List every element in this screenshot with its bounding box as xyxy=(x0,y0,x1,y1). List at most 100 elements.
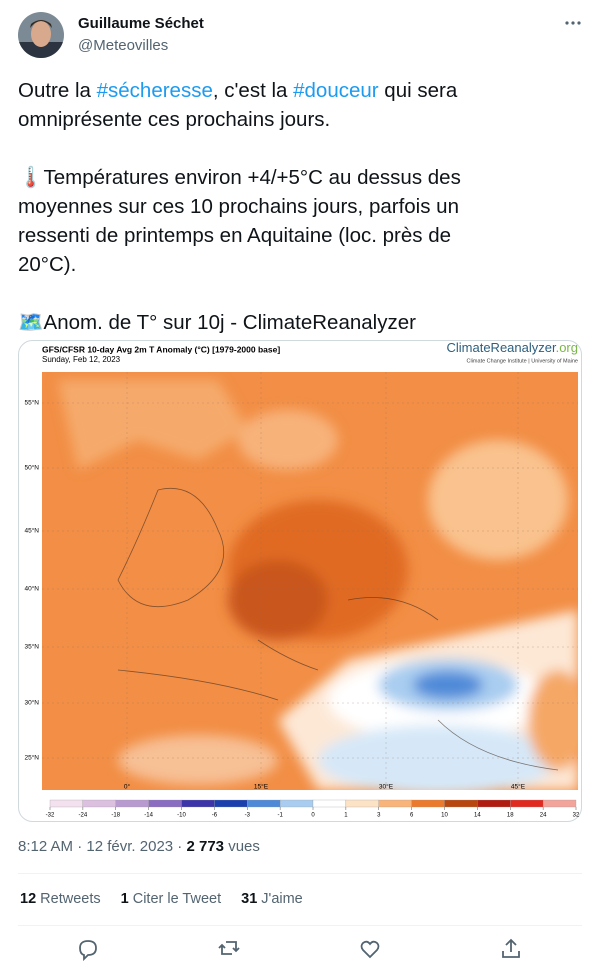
colorbar-label: -14 xyxy=(144,813,153,819)
stat-label: J'aime xyxy=(261,891,303,907)
paragraph: Outre la #sécheresse, c'est la #douceur … xyxy=(18,76,588,134)
action-bar xyxy=(79,938,520,962)
map-institution: Climate Change Institute | University of… xyxy=(467,358,578,364)
lat-label: 40°N xyxy=(24,585,39,593)
avatar[interactable] xyxy=(18,12,64,58)
text-line: 🌡️Températures environ +4/+5°C au dessus… xyxy=(18,163,588,192)
brand-suffix: .org xyxy=(556,340,578,355)
text-line: Outre la #sécheresse, c'est la #douceur … xyxy=(18,76,588,105)
colorbar-swatch xyxy=(477,799,511,808)
colorbar-swatch xyxy=(378,799,412,808)
text-line: 🗺️Anom. de T° sur 10j - ClimateReanalyze… xyxy=(18,308,588,337)
text-segment: 20°C). xyxy=(18,253,77,276)
tweet-date[interactable]: 12 févr. 2023 xyxy=(86,838,174,855)
text-line: moyennes sur ces 10 prochains jours, par… xyxy=(18,192,588,221)
lat-label: 25°N xyxy=(24,754,39,762)
paragraph: 🗺️Anom. de T° sur 10j - ClimateReanalyze… xyxy=(18,308,588,337)
stat[interactable]: 1 Citer le Tweet xyxy=(121,891,222,907)
text-segment: omniprésente ces prochains jours. xyxy=(18,108,331,131)
text-segment: qui sera xyxy=(378,79,458,102)
lat-label: 50°N xyxy=(24,464,39,472)
lat-label: 35°N xyxy=(24,643,39,651)
colorbar-label: -24 xyxy=(79,813,88,819)
stat[interactable]: 12 Retweets xyxy=(20,891,101,907)
lat-label: 30°N xyxy=(24,699,39,707)
map-title: GFS/CFSR 10-day Avg 2m T Anomaly (°C) [1… xyxy=(42,344,280,354)
colorbar-swatch xyxy=(181,799,215,808)
map-field xyxy=(42,372,578,790)
paragraph: 🌡️Températures environ +4/+5°C au dessus… xyxy=(18,163,588,279)
colorbar-swatch xyxy=(49,799,84,808)
map-brand: ClimateReanalyzer.org xyxy=(446,340,578,355)
divider xyxy=(18,873,582,874)
lon-label: 0° xyxy=(124,783,131,791)
author-handle[interactable]: @Meteovilles xyxy=(78,37,169,54)
colorbar-label: 10 xyxy=(441,813,448,819)
text-line: omniprésente ces prochains jours. xyxy=(18,105,588,134)
lat-label: 55°N xyxy=(24,399,39,407)
stat-label: Citer le Tweet xyxy=(132,891,222,907)
colorbar-label: 6 xyxy=(410,813,414,819)
colorbar-label: 3 xyxy=(377,813,381,819)
reply-button[interactable] xyxy=(79,940,97,962)
map-date: Sunday, Feb 12, 2023 xyxy=(42,355,121,364)
hashtag[interactable]: #sécheresse xyxy=(96,79,213,102)
stat-count: 12 xyxy=(20,891,37,907)
colorbar-label: -32 xyxy=(46,813,55,819)
colorbar-label: -10 xyxy=(177,813,186,819)
tweet-text: Outre la #sécheresse, c'est la #douceur … xyxy=(18,76,588,366)
colorbar-label: 24 xyxy=(540,813,547,819)
brand: ClimateReanalyzer xyxy=(446,340,556,355)
colorbar-swatch xyxy=(345,799,379,808)
colorbar-label: 18 xyxy=(507,813,514,819)
lon-label: 30°E xyxy=(379,783,394,791)
stat-label: Retweets xyxy=(40,891,101,907)
colorbar-swatch xyxy=(542,799,577,808)
author-name[interactable]: Guillaume Séchet xyxy=(78,15,204,32)
text-segment: 🗺️Anom. de T° sur 10j - ClimateReanalyze… xyxy=(18,311,416,334)
map-image[interactable]: GFS/CFSR 10-day Avg 2m T Anomaly (°C) [1… xyxy=(18,340,582,822)
more-menu[interactable] xyxy=(563,18,583,28)
colorbar-label: 0 xyxy=(311,813,315,819)
colorbar-swatch xyxy=(115,799,149,808)
colorbar-label: -6 xyxy=(212,813,218,819)
view-count: 2 773 xyxy=(186,838,225,855)
colorbar-swatch xyxy=(82,799,116,808)
text-segment: moyennes sur ces 10 prochains jours, par… xyxy=(18,195,459,218)
colorbar-label: -1 xyxy=(277,813,283,819)
tweet-time[interactable]: 8:12 AM xyxy=(18,838,74,855)
tweet-stats: 12 Retweets 1 Citer le Tweet 31 J'aime xyxy=(20,891,323,907)
text-segment: , c'est la xyxy=(212,79,294,102)
colorbar-swatch xyxy=(444,799,478,808)
lon-label: 15°E xyxy=(254,783,269,791)
separator: · xyxy=(177,838,183,855)
colorbar-swatch xyxy=(510,799,544,808)
stat-count: 31 xyxy=(241,891,258,907)
stat[interactable]: 31 J'aime xyxy=(241,891,303,907)
text-segment: ressenti de printemps en Aquitaine (loc.… xyxy=(18,224,452,247)
colorbar-label: 1 xyxy=(344,813,348,819)
colorbar-swatch xyxy=(312,799,347,808)
colorbar-label: -18 xyxy=(111,813,120,819)
colorbar-swatch xyxy=(214,799,248,808)
colorbar-swatch xyxy=(247,799,281,808)
share-button[interactable] xyxy=(502,938,520,958)
separator: · xyxy=(77,838,83,855)
text-line: ressenti de printemps en Aquitaine (loc.… xyxy=(18,221,588,250)
lat-label: 45°N xyxy=(24,527,39,535)
colorbar-label: 32 xyxy=(573,813,580,819)
retweet-button[interactable] xyxy=(218,941,240,955)
view-label: vues xyxy=(228,838,260,855)
hashtag[interactable]: #douceur xyxy=(293,79,379,102)
text-line: 20°C). xyxy=(18,250,588,279)
like-button[interactable] xyxy=(360,940,380,959)
divider xyxy=(18,925,582,926)
colorbar-label: 14 xyxy=(474,813,481,819)
stat-count: 1 xyxy=(120,891,129,907)
text-segment: 🌡️Températures environ +4/+5°C au dessus… xyxy=(18,166,461,189)
colorbar-label: -3 xyxy=(245,813,251,819)
colorbar-swatch xyxy=(411,799,445,808)
colorbar-swatch xyxy=(279,799,314,808)
tweet-meta: 8:12 AM · 12 févr. 2023 · 2 773 vues xyxy=(18,838,260,855)
